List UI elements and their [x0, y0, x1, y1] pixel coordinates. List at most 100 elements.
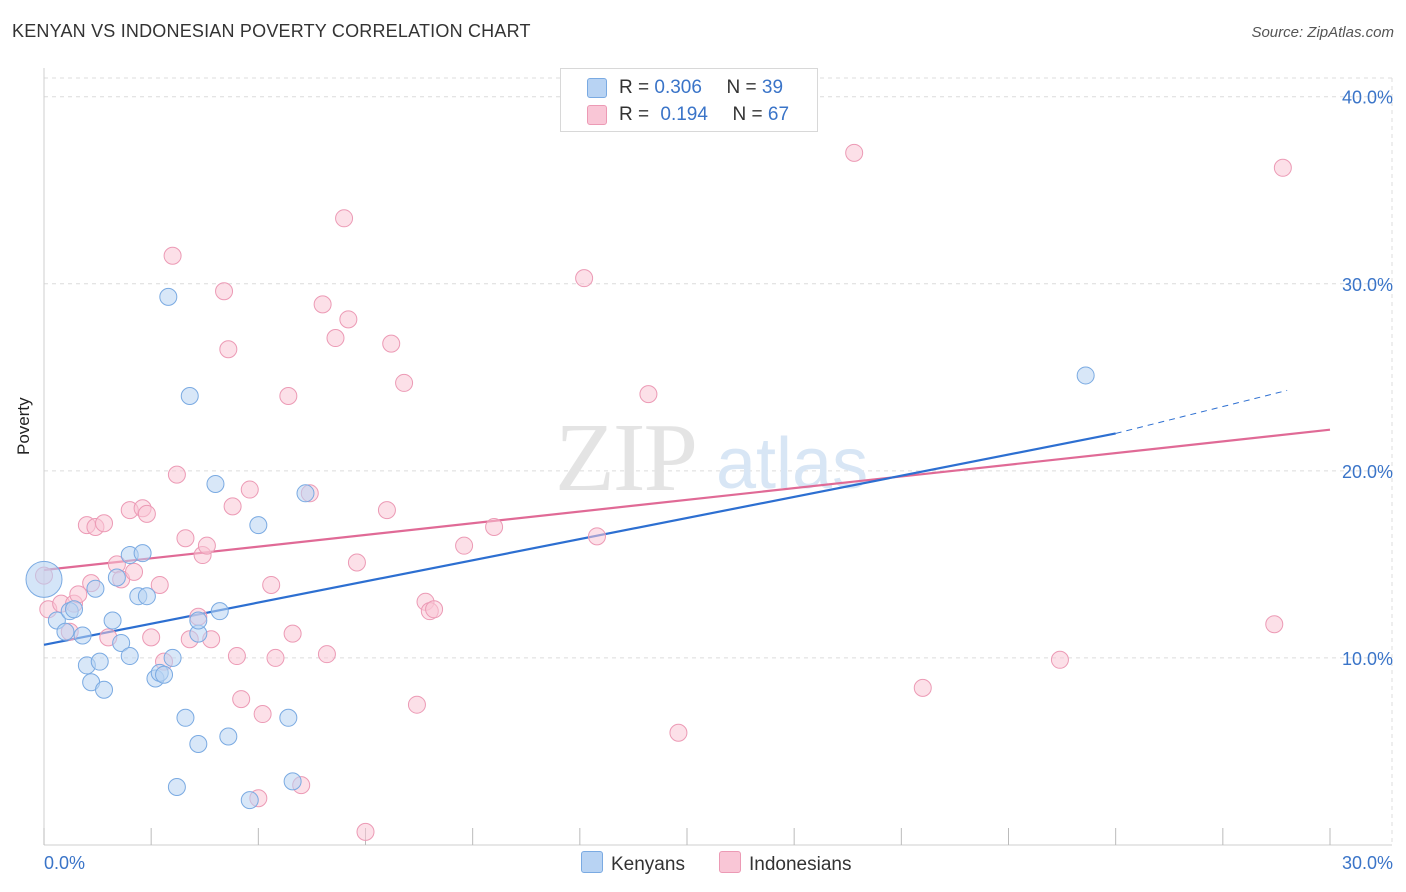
legend-n-label: N = [732, 104, 763, 125]
indonesian-point [1265, 615, 1284, 634]
legend-r-value: 0.306 [654, 77, 702, 98]
kenyan-point [240, 791, 259, 810]
indonesian-point [575, 269, 594, 288]
indonesian-point [913, 678, 932, 697]
kenyan-point [210, 602, 229, 621]
indonesian-point [313, 295, 332, 314]
y-tick-label: 10.0% [1342, 649, 1393, 669]
indonesian-point [1273, 158, 1292, 177]
indonesian-point [163, 246, 182, 265]
y-tick-label: 30.0% [1342, 275, 1393, 295]
kenyan-legend-swatch [581, 851, 603, 873]
indonesian-point [215, 282, 234, 301]
indonesian-point [317, 645, 336, 664]
kenyan-point [159, 287, 178, 306]
tick-labels: 10.0% 20.0% 30.0% 40.0% 0.0% 30.0% [44, 88, 1393, 873]
indonesian-point [485, 517, 504, 536]
kenyan-point [206, 474, 225, 493]
indonesian-point [232, 690, 251, 709]
indonesian-point [587, 527, 606, 546]
kenyan-point [112, 633, 131, 652]
kenyan-point [279, 708, 298, 727]
chart-title: KENYAN VS INDONESIAN POVERTY CORRELATION… [12, 21, 531, 41]
indonesian-point [197, 536, 216, 555]
watermark: ZIP atlas [555, 404, 868, 512]
legend-n-value: 39 [761, 77, 784, 98]
bottom-legend-kenyans: Kenyans [581, 851, 685, 876]
kenyan-point [176, 708, 195, 727]
indonesian-legend-swatch [719, 851, 741, 873]
kenyan-point [56, 622, 75, 641]
indonesian-point [176, 529, 195, 548]
indonesian-point [669, 723, 688, 742]
watermark-atlas: atlas [716, 424, 868, 504]
legend-r-value: 0.194 [660, 104, 708, 125]
kenyan-point [1076, 366, 1095, 385]
indonesian-point [347, 553, 366, 572]
indonesian-point [266, 648, 285, 667]
indonesian-point [227, 647, 246, 666]
indonesian-point [125, 562, 144, 581]
kenyan-point [189, 734, 208, 753]
indonesian-point [455, 536, 474, 555]
kenyan-point [120, 647, 139, 666]
kenyan-trend-extension [1115, 389, 1288, 434]
indonesian-point [377, 501, 396, 520]
indonesian-point [167, 465, 186, 484]
kenyan-point [283, 772, 302, 791]
indonesian-point [335, 209, 354, 228]
indonesian-points [35, 143, 1292, 841]
kenyan-point [107, 568, 126, 587]
indonesian-point [845, 143, 864, 162]
indonesian-trend-line [43, 428, 1331, 572]
indonesian-point [240, 480, 259, 499]
y-tick-label: 20.0% [1342, 462, 1393, 482]
indonesian-point [137, 504, 156, 523]
indonesian-point [219, 340, 238, 359]
kenyan-point [167, 778, 186, 797]
indonesian-point [425, 600, 444, 619]
legend-n-value: 67 [767, 104, 790, 125]
kenyan-point [296, 484, 315, 503]
bottom-legend-indonesians: Indonesians [719, 851, 851, 876]
kenyan-point [180, 387, 199, 406]
legend-r-label: R = [619, 104, 650, 125]
indonesian-point [382, 334, 401, 353]
indonesian-point [142, 628, 161, 647]
kenyan-legend-label: Kenyans [611, 854, 685, 875]
axes [43, 68, 1392, 846]
kenyan-point [90, 652, 109, 671]
kenyan-point [163, 648, 182, 667]
indonesian-point [395, 373, 414, 392]
source-label: Source: ZipAtlas.com [1251, 24, 1394, 41]
kenyan-point [137, 587, 156, 606]
indonesian-point [326, 329, 345, 348]
indonesian-point [356, 822, 375, 841]
indonesian-point [95, 514, 114, 533]
indonesian-point [262, 575, 281, 594]
kenyan-point [133, 544, 152, 563]
indonesian-point [339, 310, 358, 329]
legend-r-label: R = [619, 77, 650, 98]
kenyan-swatch [587, 78, 607, 98]
indonesian-point [279, 387, 298, 406]
indonesian-point [223, 497, 242, 516]
kenyan-points [25, 287, 1095, 810]
indonesian-point [283, 624, 302, 643]
kenyan-point [25, 560, 63, 598]
kenyan-point [189, 611, 208, 630]
indonesian-swatch [587, 105, 607, 125]
x-tick-label: 30.0% [1342, 853, 1393, 873]
kenyan-point [86, 579, 105, 598]
indonesian-point [150, 575, 169, 594]
kenyan-point [103, 611, 122, 630]
y-axis-label: Poverty [14, 397, 33, 455]
kenyan-point [219, 727, 238, 746]
indonesian-point [639, 385, 658, 404]
indonesian-point [253, 705, 272, 724]
x-tick-label: 0.0% [44, 853, 85, 873]
kenyan-point [249, 516, 268, 535]
indonesian-legend-label: Indonesians [749, 854, 852, 875]
kenyan-point [73, 626, 92, 645]
